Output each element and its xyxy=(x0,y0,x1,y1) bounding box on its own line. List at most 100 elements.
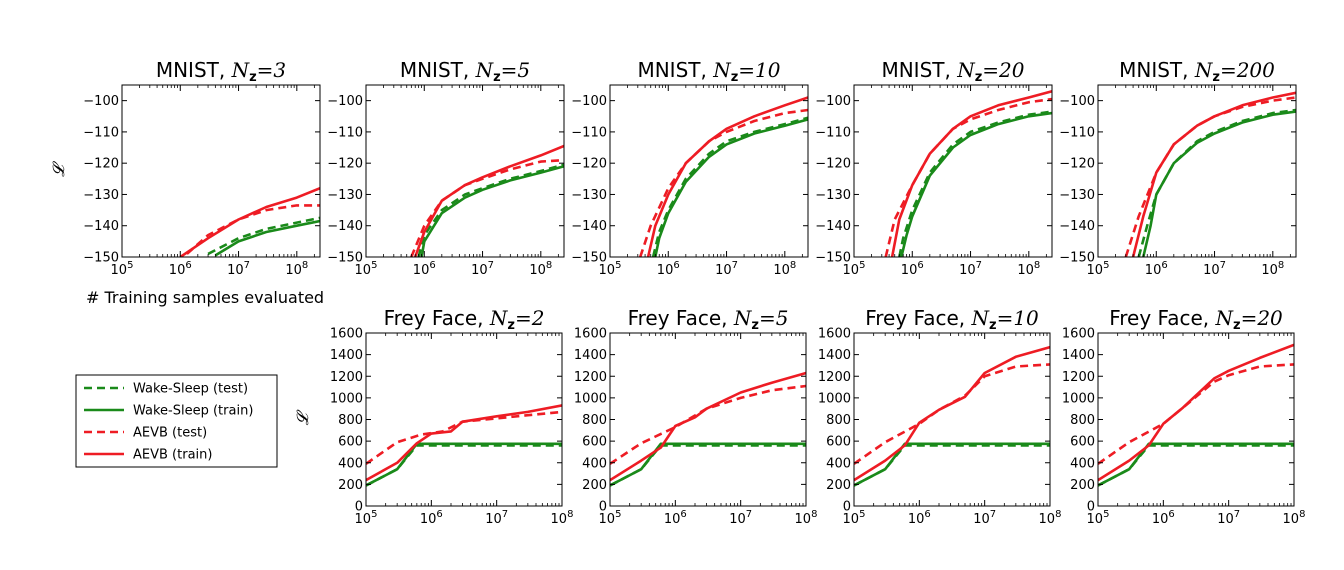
y-tick-label: 400 xyxy=(338,456,363,471)
legend-box xyxy=(75,374,278,468)
y-tick-label: 600 xyxy=(582,435,607,450)
y-axis-label: 𝓛 xyxy=(49,161,68,177)
series-line-wake-sleep-test xyxy=(366,444,562,487)
y-tick-label: −120 xyxy=(815,157,851,172)
chart-title: Frey Face, Nz=2 xyxy=(384,306,545,333)
y-tick-label: 1000 xyxy=(1062,391,1095,406)
x-tick-label: 106 xyxy=(908,509,931,527)
x-tick-label: 107 xyxy=(1203,260,1226,278)
y-tick-label: −150 xyxy=(1059,251,1095,266)
x-tick-label: 105 xyxy=(1087,509,1110,527)
y-tick-label: −120 xyxy=(83,157,119,172)
y-tick-label: 200 xyxy=(338,478,363,493)
x-tick-label: 105 xyxy=(355,509,378,527)
y-tick-label: −150 xyxy=(571,251,607,266)
series-line-wake-sleep-test xyxy=(1137,108,1296,257)
y-tick-label: −150 xyxy=(83,251,119,266)
chart-panel: −150 −140 −130 −120 −110 −100 105 106 107 108 MNIS… xyxy=(571,58,809,278)
plot-frame xyxy=(365,332,563,507)
y-tick-label: 1200 xyxy=(818,370,851,385)
y-tick-label: 1000 xyxy=(330,391,363,406)
y-tick-label: −110 xyxy=(327,125,363,140)
x-tick-label: 106 xyxy=(664,509,687,527)
chart-title: MNIST, Nz=20 xyxy=(881,58,1024,85)
y-tick-label: 600 xyxy=(826,435,851,450)
y-tick-label: 0 xyxy=(599,500,607,515)
x-tick-label: 108 xyxy=(795,509,818,527)
y-tick-label: 800 xyxy=(582,413,607,428)
y-tick-label: 1000 xyxy=(574,391,607,406)
chart-panel: −150 −140 −130 −120 −110 −100 105 106 107 108 MNIS… xyxy=(815,58,1053,278)
x-tick-label: 107 xyxy=(471,260,494,278)
series-line-aevb-test xyxy=(610,384,806,465)
series-line-wake-sleep-train xyxy=(1142,110,1296,257)
legend-label: Wake-Sleep (test) xyxy=(133,382,248,397)
series-line-wake-sleep-test xyxy=(854,444,1050,487)
series-line-aevb-train xyxy=(1098,343,1294,482)
x-tick-label: 105 xyxy=(599,260,622,278)
chart-title: Frey Face, Nz=20 xyxy=(1109,306,1283,333)
series-line-wake-sleep-train xyxy=(654,118,808,257)
legend-label: Wake-Sleep (train) xyxy=(133,404,253,419)
y-tick-label: 800 xyxy=(1070,413,1095,428)
y-tick-label: 0 xyxy=(843,500,851,515)
shared-x-axis-label: # Training samples evaluated xyxy=(86,288,324,307)
x-tick-label: 106 xyxy=(420,509,443,527)
series-line-wake-sleep-test xyxy=(898,110,1052,257)
x-tick-label: 108 xyxy=(1017,260,1040,278)
y-tick-label: 800 xyxy=(826,413,851,428)
series-line-aevb-train xyxy=(854,345,1050,482)
y-tick-label: −140 xyxy=(83,219,119,234)
y-tick-label: 600 xyxy=(1070,435,1095,450)
chart-title: Frey Face, Nz=5 xyxy=(628,306,789,333)
x-tick-label: 106 xyxy=(1152,509,1175,527)
x-tick-label: 105 xyxy=(1087,260,1110,278)
series-line-aevb-train xyxy=(366,404,562,482)
y-tick-label: 800 xyxy=(338,413,363,428)
y-tick-label: −120 xyxy=(327,157,363,172)
x-tick-label: 108 xyxy=(773,260,796,278)
y-tick-label: 200 xyxy=(582,478,607,493)
x-tick-label: 105 xyxy=(843,260,866,278)
x-tick-label: 108 xyxy=(1283,509,1306,527)
series-line-wake-sleep-train xyxy=(420,165,564,257)
y-tick-label: 1600 xyxy=(330,327,363,342)
legend-label: AEVB (test) xyxy=(133,426,207,441)
legend: Wake-Sleep (test) Wake-Sleep (train) AEVB … xyxy=(75,374,278,468)
series-line-wake-sleep-test xyxy=(651,116,808,257)
y-tick-label: −110 xyxy=(815,125,851,140)
y-tick-label: −140 xyxy=(815,219,851,234)
x-tick-label: 105 xyxy=(355,260,378,278)
y-tick-label: 1200 xyxy=(330,370,363,385)
x-tick-label: 108 xyxy=(1039,509,1062,527)
y-tick-label: −140 xyxy=(327,219,363,234)
y-tick-label: −120 xyxy=(1059,157,1095,172)
chart-panel: 0 200 400 600 800 1000 1200 1400 1600 105 106 107 10… xyxy=(1062,306,1306,527)
series-line-wake-sleep-train xyxy=(214,219,320,257)
x-tick-label: 106 xyxy=(1145,260,1168,278)
y-tick-label: 200 xyxy=(1070,478,1095,493)
y-tick-label: −100 xyxy=(815,94,851,109)
x-tick-label: 108 xyxy=(529,260,552,278)
y-tick-label: 1200 xyxy=(1062,370,1095,385)
series-line-wake-sleep-train xyxy=(900,111,1052,257)
y-tick-label: 1000 xyxy=(818,391,851,406)
y-tick-label: −130 xyxy=(1059,188,1095,203)
series-line-aevb-test xyxy=(1124,96,1296,257)
series-line-aevb-test xyxy=(884,97,1052,257)
chart-panel: 0 200 400 600 800 1000 1200 1400 1600 105 106 107 10… xyxy=(293,306,573,527)
y-tick-label: 1600 xyxy=(574,327,607,342)
y-axis-label: 𝓛 xyxy=(293,409,312,425)
series-line-aevb-train xyxy=(610,371,806,482)
y-tick-label: 1400 xyxy=(574,348,607,363)
y-tick-label: −130 xyxy=(83,188,119,203)
x-tick-label: 105 xyxy=(599,509,622,527)
plot-frame xyxy=(1097,332,1295,507)
y-tick-label: 1200 xyxy=(574,370,607,385)
series-line-aevb-test xyxy=(1098,363,1294,465)
y-tick-label: 400 xyxy=(1070,456,1095,471)
x-tick-label: 107 xyxy=(227,260,250,278)
legend-label: AEVB (train) xyxy=(133,448,212,463)
chart-panel: −150 −140 −130 −120 −110 −100 105 106 107 108 MNIS… xyxy=(49,58,321,278)
series-line-wake-sleep-train xyxy=(854,442,1050,487)
